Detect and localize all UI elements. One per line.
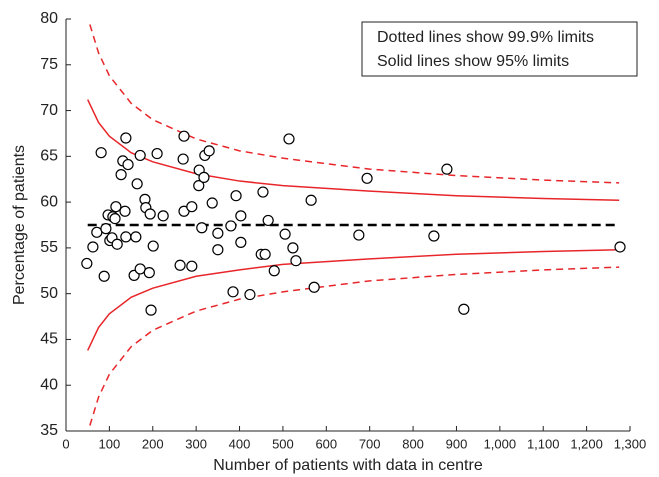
data-point xyxy=(235,210,247,222)
data-point xyxy=(130,231,142,243)
data-point xyxy=(268,265,280,277)
data-point xyxy=(151,147,163,160)
annotation: Dotted lines show 99.9% limits xyxy=(377,29,594,46)
data-point xyxy=(122,158,134,171)
y-tick-label: 50 xyxy=(40,285,58,302)
data-point xyxy=(177,153,189,165)
data-point xyxy=(131,178,143,190)
data-point xyxy=(196,222,208,234)
data-point xyxy=(235,236,247,248)
data-point xyxy=(305,194,317,206)
x-tick-label: 1,000 xyxy=(484,436,517,451)
data-point xyxy=(198,171,210,183)
x-tick-label: 1,200 xyxy=(570,436,603,451)
data-point xyxy=(134,149,146,162)
data-point xyxy=(95,147,107,159)
x-tick-label: 500 xyxy=(272,436,294,451)
reference-line xyxy=(87,99,620,202)
x-tick-label: 700 xyxy=(359,436,381,451)
y-tick-label: 40 xyxy=(40,376,58,393)
data-point xyxy=(111,238,123,250)
annotation: Solid lines show 95% limits xyxy=(377,53,569,70)
data-point xyxy=(157,210,169,222)
data-point xyxy=(109,212,121,225)
x-tick-label: 1,300 xyxy=(614,436,647,451)
data-point xyxy=(428,230,440,242)
data-point xyxy=(120,231,132,243)
data-point xyxy=(119,205,131,217)
reference-line xyxy=(89,24,620,184)
data-point xyxy=(143,267,155,279)
x-tick-label: 400 xyxy=(229,436,251,451)
data-point xyxy=(283,133,295,145)
data-point xyxy=(110,201,122,213)
data-point xyxy=(262,214,274,227)
data-point xyxy=(441,163,453,175)
x-tick-label: 0 xyxy=(62,436,69,451)
data-point xyxy=(87,241,99,253)
data-point xyxy=(230,190,242,202)
y-axis-title: Percentage of patients xyxy=(11,145,28,305)
data-point xyxy=(81,257,93,270)
data-point xyxy=(353,229,365,241)
y-tick-label: 75 xyxy=(40,56,58,73)
x-axis-title: Number of patients with data in centre xyxy=(213,457,483,474)
data-point xyxy=(91,226,103,238)
data-point xyxy=(145,304,157,316)
data-point xyxy=(212,244,224,256)
y-tick-label: 45 xyxy=(40,331,58,348)
data-point xyxy=(178,130,190,142)
data-point xyxy=(120,132,132,144)
x-tick-label: 600 xyxy=(315,436,337,451)
reference-line xyxy=(87,248,620,351)
legend-box xyxy=(361,21,638,77)
data-point xyxy=(361,172,373,184)
data-point xyxy=(100,223,112,235)
y-tick-label: 65 xyxy=(40,148,58,165)
data-point xyxy=(225,220,237,232)
x-tick-label: 300 xyxy=(185,436,207,451)
data-point xyxy=(614,241,626,253)
data-point xyxy=(227,286,239,298)
data-point xyxy=(144,208,156,220)
y-tick-label: 35 xyxy=(40,422,58,439)
x-tick-label: 100 xyxy=(99,436,121,451)
x-tick-label: 800 xyxy=(402,436,424,451)
data-point xyxy=(115,169,127,181)
data-point xyxy=(279,228,291,240)
data-point xyxy=(212,227,224,239)
data-point xyxy=(458,303,470,315)
x-tick-label: 200 xyxy=(142,436,164,451)
data-point xyxy=(193,180,205,192)
data-point xyxy=(174,259,186,271)
y-tick-label: 60 xyxy=(40,193,58,210)
y-tick-label: 55 xyxy=(40,239,58,256)
data-point xyxy=(186,260,198,272)
x-tick-label: 1,100 xyxy=(527,436,560,451)
x-tick-label: 900 xyxy=(446,436,468,451)
data-point xyxy=(186,201,198,213)
data-point xyxy=(98,270,110,282)
data-point xyxy=(259,248,271,260)
data-point xyxy=(134,263,146,275)
reference-line xyxy=(89,266,620,426)
data-point xyxy=(308,281,320,293)
y-tick-label: 80 xyxy=(40,10,58,27)
data-point xyxy=(257,186,269,198)
data-point xyxy=(287,242,299,254)
data-point xyxy=(147,240,159,252)
y-tick-label: 70 xyxy=(40,102,58,119)
data-point xyxy=(290,255,302,267)
data-point xyxy=(244,288,256,301)
data-point xyxy=(206,197,218,209)
data-point xyxy=(203,145,215,157)
